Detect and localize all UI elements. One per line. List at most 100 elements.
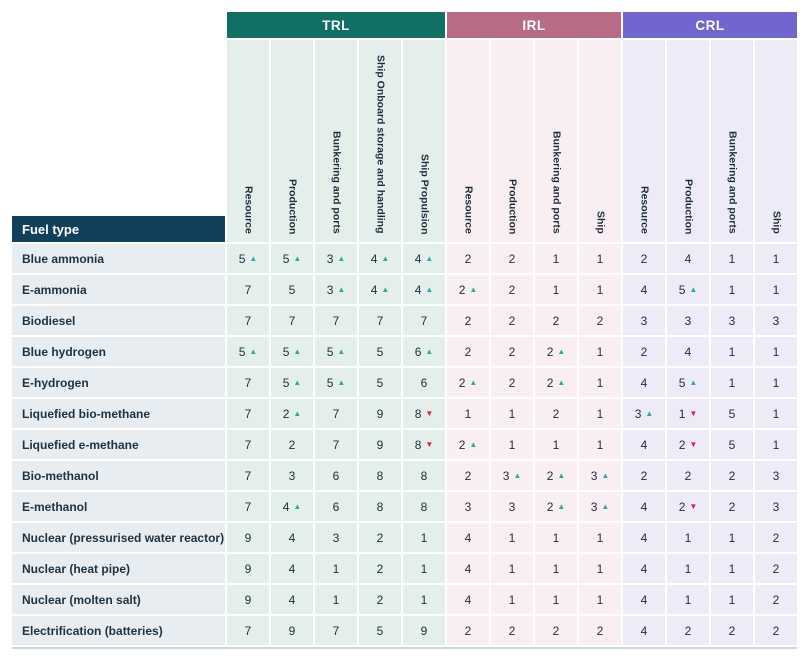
readiness-value: 1 xyxy=(772,251,780,266)
column-header-irl: Ship xyxy=(579,40,621,242)
column-header-trl: Ship Onboard storage and handling xyxy=(359,40,401,242)
readiness-cell: 4 xyxy=(447,554,489,583)
readiness-value: 2 xyxy=(552,623,560,638)
readiness-cell: 1 xyxy=(491,399,533,428)
readiness-cell: 4 xyxy=(623,554,665,583)
fuel-type-header-label: Fuel type xyxy=(22,221,80,237)
readiness-cell: 1 xyxy=(755,244,797,273)
readiness-value: 1 xyxy=(728,251,736,266)
readiness-value: 2 xyxy=(678,499,686,514)
readiness-cell: 8 ▼ xyxy=(403,430,445,459)
readiness-value: 4 xyxy=(288,561,296,576)
column-header-crl: Ship xyxy=(755,40,797,242)
readiness-cell: 2 xyxy=(755,616,797,645)
readiness-value: 2 xyxy=(458,437,466,452)
readiness-cell: 1 xyxy=(403,523,445,552)
readiness-cell: 5 ▲ xyxy=(271,244,313,273)
readiness-cell: 1 xyxy=(579,554,621,583)
readiness-value: 4 xyxy=(464,592,472,607)
readiness-cell: 2 xyxy=(447,306,489,335)
up-arrow-icon: ▲ xyxy=(425,253,434,263)
group-header-trl: TRL xyxy=(227,12,445,38)
readiness-value: 3 xyxy=(326,282,334,297)
readiness-cell: 3 xyxy=(755,461,797,490)
readiness-value: 7 xyxy=(332,623,340,638)
readiness-value: 2 xyxy=(640,344,648,359)
readiness-value: 8 xyxy=(420,499,428,514)
readiness-cell: 5 ▲ xyxy=(315,368,357,397)
column-header-label: Bunkering and ports xyxy=(330,131,343,234)
readiness-value: 2 xyxy=(728,623,736,638)
readiness-cell: 9 xyxy=(359,430,401,459)
readiness-cell: 3 ▲ xyxy=(579,461,621,490)
down-arrow-icon: ▼ xyxy=(689,501,698,511)
readiness-cell: 5 ▲ xyxy=(315,337,357,366)
readiness-cell: 2 xyxy=(359,554,401,583)
readiness-value: 1 xyxy=(508,530,516,545)
readiness-cell: 1 xyxy=(579,430,621,459)
readiness-cell: 4 xyxy=(623,616,665,645)
readiness-cell: 2 ▼ xyxy=(667,492,709,521)
readiness-cell: 1 xyxy=(579,244,621,273)
readiness-cell: 2 xyxy=(667,616,709,645)
readiness-cell: 2 xyxy=(447,337,489,366)
readiness-value: 7 xyxy=(376,313,384,328)
column-header-trl: Resource xyxy=(227,40,269,242)
readiness-cell: 2 ▲ xyxy=(535,368,577,397)
fuel-row-label: Blue hydrogen xyxy=(12,337,225,366)
readiness-value: 2 xyxy=(376,592,384,607)
readiness-cell: 2 xyxy=(491,368,533,397)
readiness-cell: 1 xyxy=(535,585,577,614)
readiness-cell: 3 xyxy=(755,492,797,521)
readiness-cell: 2 xyxy=(491,306,533,335)
readiness-value: 2 xyxy=(596,623,604,638)
readiness-cell: 3 ▲ xyxy=(579,492,621,521)
readiness-value: 1 xyxy=(772,437,780,452)
readiness-cell: 1 xyxy=(667,523,709,552)
readiness-cell: 4 xyxy=(623,492,665,521)
group-header-label: CRL xyxy=(695,17,725,33)
readiness-cell: 3 ▲ xyxy=(315,244,357,273)
readiness-cell: 7 xyxy=(227,399,269,428)
readiness-value: 1 xyxy=(728,282,736,297)
readiness-cell: 7 xyxy=(227,368,269,397)
readiness-value: 2 xyxy=(508,344,516,359)
readiness-cell: 7 xyxy=(403,306,445,335)
readiness-cell: 1 xyxy=(535,554,577,583)
readiness-value: 7 xyxy=(244,623,252,638)
readiness-value: 6 xyxy=(420,375,428,390)
readiness-cell: 4 xyxy=(271,585,313,614)
fuel-row-label: E-methanol xyxy=(12,492,225,521)
readiness-value: 7 xyxy=(288,313,296,328)
readiness-value: 3 xyxy=(728,313,736,328)
up-arrow-icon: ▲ xyxy=(425,284,434,294)
readiness-cell: 1 xyxy=(579,368,621,397)
readiness-cell: 2 xyxy=(491,275,533,304)
readiness-value: 1 xyxy=(772,406,780,421)
readiness-value: 1 xyxy=(596,251,604,266)
readiness-cell: 4 xyxy=(271,523,313,552)
readiness-cell: 2 xyxy=(447,244,489,273)
group-header-label: IRL xyxy=(522,17,546,33)
readiness-value: 1 xyxy=(508,437,516,452)
readiness-value: 2 xyxy=(464,251,472,266)
readiness-value: 3 xyxy=(640,313,648,328)
readiness-cell: 4 xyxy=(623,368,665,397)
readiness-value: 2 xyxy=(376,561,384,576)
readiness-cell: 8 xyxy=(403,492,445,521)
readiness-cell: 1 xyxy=(491,523,533,552)
readiness-cell: 5 xyxy=(359,616,401,645)
readiness-cell: 1 xyxy=(579,585,621,614)
readiness-value: 3 xyxy=(508,499,516,514)
readiness-cell: 3 xyxy=(271,461,313,490)
readiness-value: 2 xyxy=(464,344,472,359)
up-arrow-icon: ▲ xyxy=(557,377,566,387)
group-header-crl: CRL xyxy=(623,12,797,38)
readiness-value: 7 xyxy=(332,406,340,421)
readiness-cell: 4 ▲ xyxy=(403,275,445,304)
readiness-cell: 2 ▲ xyxy=(535,461,577,490)
readiness-cell: 1 xyxy=(315,585,357,614)
readiness-cell: 2 xyxy=(579,306,621,335)
up-arrow-icon: ▲ xyxy=(469,439,478,449)
up-arrow-icon: ▲ xyxy=(337,377,346,387)
